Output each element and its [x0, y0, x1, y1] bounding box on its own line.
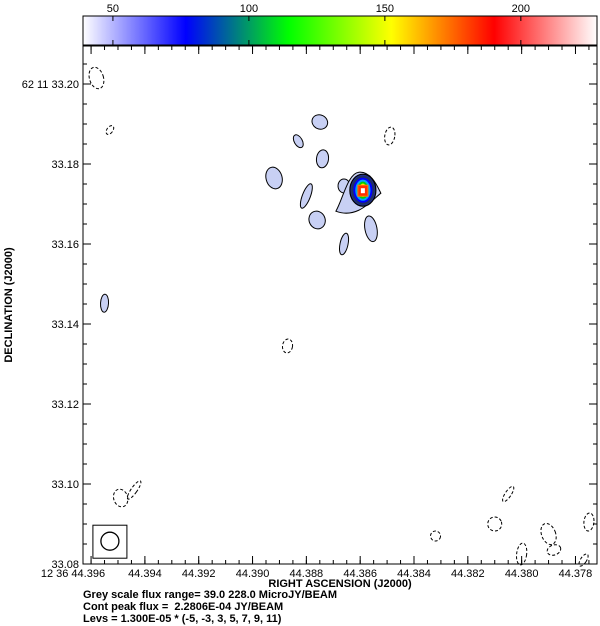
- positive-contour: [311, 114, 329, 130]
- negative-contour: [546, 544, 562, 556]
- positive-contour: [100, 293, 110, 313]
- x-axis: 12 36 44.396 44.394 44.392 44.390 44.388 44.3…: [41, 46, 592, 580]
- x-axis-title: RIGHT ASCENSION (J2000): [268, 578, 412, 590]
- colorbar: [82, 15, 598, 46]
- positive-contour: [339, 232, 350, 256]
- y-tick-label: 33.14: [51, 319, 79, 331]
- negative-contour: [126, 480, 142, 500]
- positive-contour: [315, 149, 330, 169]
- y-tick-label: 33.12: [51, 399, 79, 411]
- x-tick-label: 44.380: [505, 568, 539, 580]
- y-axis: 62 11 33.20 33.18 33.16 33.14 33.12 33.10 33.0…: [22, 63, 597, 571]
- source-peak-core: [360, 188, 365, 194]
- y-tick-label: 33.16: [51, 239, 79, 251]
- x-tick-label: 44.392: [182, 568, 216, 580]
- negative-contour: [516, 542, 528, 566]
- negative-contour: [281, 338, 294, 354]
- positive-contour: [265, 166, 283, 190]
- positive-contour: [292, 134, 304, 149]
- plot-frame: [82, 45, 598, 565]
- negative-contour: [502, 485, 515, 503]
- negative-contour: [583, 512, 595, 532]
- positive-contour: [299, 183, 313, 209]
- noise-contours: [88, 66, 595, 567]
- negative-contour: [105, 125, 115, 135]
- caption-flux-range: Grey scale flux range= 39.0 228.0 MicroJ…: [83, 589, 338, 601]
- colorbar-ticks: 50 100 150 200: [107, 3, 530, 45]
- colorbar-tick-label: 50: [107, 3, 119, 15]
- colorbar-gradient: [82, 15, 598, 46]
- beam-ellipse: [100, 531, 120, 551]
- colorbar-tick-label: 100: [240, 3, 258, 15]
- x-tick-label: 44.388: [290, 568, 324, 580]
- caption-peak-flux: Cont peak flux = 2.2806E-04 JY/BEAM: [83, 601, 284, 613]
- colorbar-tick-label: 150: [376, 3, 394, 15]
- x-tick-label: 44.394: [128, 568, 162, 580]
- colorbar-tick-label: 200: [512, 3, 530, 15]
- negative-contour: [430, 530, 442, 542]
- caption-levels: Levs = 1.300E-05 * (-5, -3, 3, 5, 7, 9, …: [83, 613, 282, 625]
- negative-contour: [384, 126, 396, 146]
- y-tick-label: 33.08: [51, 559, 79, 571]
- x-tick-label: 12 36 44.396: [41, 568, 105, 580]
- y-tick-label: 62 11 33.20: [22, 79, 79, 91]
- negative-contour: [487, 516, 503, 532]
- x-tick-label: 44.382: [451, 568, 485, 580]
- negative-contour: [540, 522, 557, 546]
- negative-contour: [88, 66, 105, 90]
- negative-contour: [578, 553, 589, 567]
- source-contours: [335, 171, 382, 214]
- x-tick-label: 44.390: [236, 568, 270, 580]
- y-axis-title: DECLINATION (J2000): [3, 247, 15, 363]
- positive-contour: [308, 210, 326, 230]
- x-tick-label: 44.384: [397, 568, 431, 580]
- beam-frame: [92, 524, 128, 559]
- y-tick-label: 33.10: [51, 479, 79, 491]
- y-tick-label: 33.18: [51, 159, 79, 171]
- positive-contour: [364, 215, 378, 243]
- x-tick-label: 44.378: [559, 568, 593, 580]
- beam-box: [92, 524, 128, 559]
- x-tick-label: 44.386: [343, 568, 377, 580]
